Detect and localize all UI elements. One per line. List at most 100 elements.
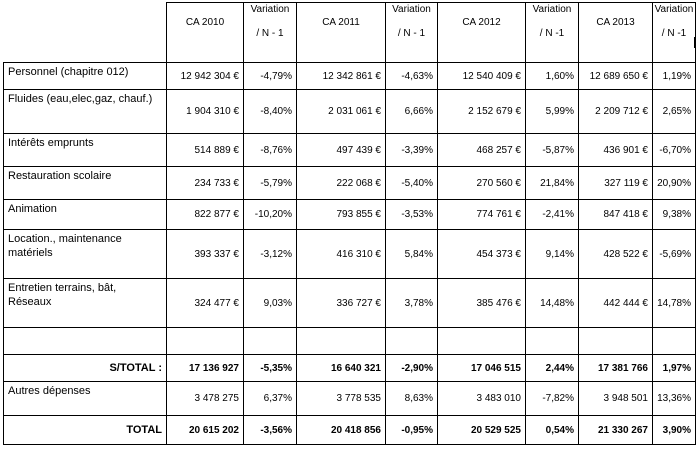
- ca2010-value: 3 478 275: [166, 381, 244, 416]
- var2010-value: -4,79%: [243, 62, 297, 90]
- empty-row: [3, 327, 696, 355]
- ca2013-value: 17 381 766: [578, 354, 653, 382]
- ca2012-value: 3 483 010: [437, 381, 526, 416]
- ca2013-value: 3 948 501: [578, 381, 653, 416]
- ca2011-value: 497 439 €: [296, 133, 386, 167]
- empty-cell: [385, 327, 438, 355]
- var2010-value: -5,79%: [243, 166, 297, 200]
- ca2013-value: 847 418 €: [578, 199, 653, 230]
- table-row: Fluides (eau,elec,gaz, chauf.) 1 904 310…: [3, 89, 696, 134]
- var2012-value: 2,44%: [525, 354, 579, 382]
- ca2013-value: 428 522 €: [578, 229, 653, 279]
- ca2011-value: 12 342 861 €: [296, 62, 386, 90]
- header-blank-cell: [3, 2, 167, 63]
- header-variation-2011: Variation / N - 1: [385, 2, 438, 63]
- ca2011-value: 416 310 €: [296, 229, 386, 279]
- header-ca2011: CA 2011: [296, 2, 386, 63]
- row-label: Location., maintenance matériels: [3, 229, 167, 279]
- ca2012-value: 12 540 409 €: [437, 62, 526, 90]
- table-row: Intérêts emprunts 514 889 € -8,76% 497 4…: [3, 133, 696, 167]
- autres-row: Autres dépenses 3 478 275 6,37% 3 778 53…: [3, 381, 696, 416]
- ca2010-value: 324 477 €: [166, 278, 244, 328]
- var2013-value: 1,97%: [652, 354, 696, 382]
- ca2010-value: 17 136 927: [166, 354, 244, 382]
- ca2010-value: 234 733 €: [166, 166, 244, 200]
- row-label: Entretien terrains, bât, Réseaux: [3, 278, 167, 328]
- ca2012-value: 468 257 €: [437, 133, 526, 167]
- var2011-value: -2,90%: [385, 354, 438, 382]
- header-variation-2012: Variation / N -1: [525, 2, 579, 63]
- total-label: TOTAL: [3, 415, 167, 445]
- row-label: Autres dépenses: [3, 381, 167, 416]
- empty-cell: [437, 327, 526, 355]
- var2012-value: -2,41%: [525, 199, 579, 230]
- var2010-value: -8,40%: [243, 89, 297, 134]
- row-label: Fluides (eau,elec,gaz, chauf.): [3, 89, 167, 134]
- ca2011-value: 3 778 535: [296, 381, 386, 416]
- empty-cell: [525, 327, 579, 355]
- var2013-value: 20,90%: [652, 166, 696, 200]
- table-row: Personnel (chapitre 012) 12 942 304 € -4…: [3, 62, 696, 90]
- table-row: Entretien terrains, bât, Réseaux 324 477…: [3, 278, 696, 328]
- header-ca2013: CA 2013: [578, 2, 653, 63]
- var2013-value: 9,38%: [652, 199, 696, 230]
- ca2010-value: 12 942 304 €: [166, 62, 244, 90]
- var2013-value: 1,19%: [652, 62, 696, 90]
- header-ca2012: CA 2012: [437, 2, 526, 63]
- row-label: Intérêts emprunts: [3, 133, 167, 167]
- var2012-value: 1,60%: [525, 62, 579, 90]
- var2011-value: 3,78%: [385, 278, 438, 328]
- var2011-value: 6,66%: [385, 89, 438, 134]
- text-cursor: [694, 37, 696, 48]
- var2012-value: 0,54%: [525, 415, 579, 445]
- empty-cell: [578, 327, 653, 355]
- var2010-value: -5,35%: [243, 354, 297, 382]
- var2011-value: 5,84%: [385, 229, 438, 279]
- var2011-value: -3,53%: [385, 199, 438, 230]
- row-label: Personnel (chapitre 012): [3, 62, 167, 90]
- var2011-value: 8,63%: [385, 381, 438, 416]
- var2012-value: 21,84%: [525, 166, 579, 200]
- table-row: Restauration scolaire 234 733 € -5,79% 2…: [3, 166, 696, 200]
- var2011-value: -4,63%: [385, 62, 438, 90]
- var2012-value: 14,48%: [525, 278, 579, 328]
- var2011-value: -0,95%: [385, 415, 438, 445]
- ca2012-value: 17 046 515: [437, 354, 526, 382]
- var2012-value: -7,82%: [525, 381, 579, 416]
- var2010-value: -3,56%: [243, 415, 297, 445]
- ca2010-value: 514 889 €: [166, 133, 244, 167]
- row-label: Restauration scolaire: [3, 166, 167, 200]
- ca2013-value: 442 444 €: [578, 278, 653, 328]
- var2013-value: -5,69%: [652, 229, 696, 279]
- var2010-value: 9,03%: [243, 278, 297, 328]
- ca2012-value: 454 373 €: [437, 229, 526, 279]
- ca2013-value: 21 330 267: [578, 415, 653, 445]
- ca2013-value: 12 689 650 €: [578, 62, 653, 90]
- ca2012-value: 385 476 €: [437, 278, 526, 328]
- var2010-value: -10,20%: [243, 199, 297, 230]
- var2011-value: -3,39%: [385, 133, 438, 167]
- empty-cell: [243, 327, 297, 355]
- ca2011-value: 793 855 €: [296, 199, 386, 230]
- ca2011-value: 336 727 €: [296, 278, 386, 328]
- ca2012-value: 2 152 679 €: [437, 89, 526, 134]
- ca2011-value: 20 418 856: [296, 415, 386, 445]
- ca2011-value: 16 640 321: [296, 354, 386, 382]
- header-ca2010: CA 2010: [166, 2, 244, 63]
- empty-cell: [296, 327, 386, 355]
- var2011-value: -5,40%: [385, 166, 438, 200]
- var2012-value: 5,99%: [525, 89, 579, 134]
- ca2010-value: 393 337 €: [166, 229, 244, 279]
- table-row: Location., maintenance matériels 393 337…: [3, 229, 696, 279]
- var2013-value: -6,70%: [652, 133, 696, 167]
- var2013-value: 13,36%: [652, 381, 696, 416]
- header-variation-2013: Variation / N -1: [652, 2, 696, 63]
- ca2011-value: 222 068 €: [296, 166, 386, 200]
- var2012-value: -5,87%: [525, 133, 579, 167]
- ca2013-value: 436 901 €: [578, 133, 653, 167]
- empty-cell: [3, 327, 167, 355]
- var2010-value: -8,76%: [243, 133, 297, 167]
- var2013-value: 14,78%: [652, 278, 696, 328]
- ca2013-value: 2 209 712 €: [578, 89, 653, 134]
- ca2013-value: 327 119 €: [578, 166, 653, 200]
